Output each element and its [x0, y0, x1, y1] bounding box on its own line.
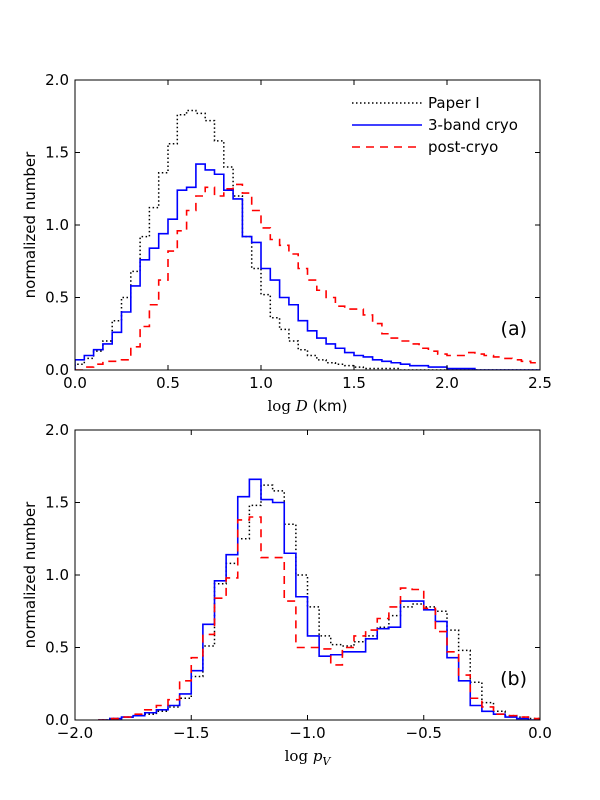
- panel-a: 0.0 0.5 1.0 1.5 2.0 2.5 0.0 0.5 1.0 1.5 2.0 normali…: [21, 71, 552, 415]
- x-axis-label-sub: V: [322, 755, 331, 768]
- x-tick-label: −0.5: [406, 724, 442, 742]
- x-tick-label: −1.5: [173, 724, 209, 742]
- x-tick-label: 1.0: [249, 374, 273, 392]
- y-tick-label: 1.5: [45, 144, 69, 162]
- legend-label: Paper I: [428, 94, 480, 112]
- y-tick-label: 0.0: [45, 711, 69, 729]
- panel-b: −2.0 −1.5 −1.0 −0.5 0.0 0.0 0.5 1.0 1.5 2.0 normal…: [21, 421, 552, 768]
- series-group: [98, 478, 540, 720]
- x-axis-label-var: p: [313, 747, 323, 765]
- x-tick-label: −2.0: [57, 724, 93, 742]
- legend: Paper I 3-band cryo post-cryo: [352, 94, 518, 156]
- x-tick-label: 0.0: [528, 724, 552, 742]
- y-tick-label: 1.0: [45, 216, 69, 234]
- y-axis-label: normalized number: [21, 151, 39, 298]
- y-tick-label: 0.5: [45, 639, 69, 657]
- x-tick-label: 0.0: [63, 374, 87, 392]
- x-axis-label: log D (km): [267, 397, 347, 415]
- x-tick-label: 1.5: [342, 374, 366, 392]
- x-tick-label: 2.0: [435, 374, 459, 392]
- y-tick-label: 0.0: [45, 361, 69, 379]
- x-tick-label: −1.0: [289, 724, 325, 742]
- legend-label: post-cryo: [428, 138, 498, 156]
- series-line-post-cryo: [98, 516, 540, 720]
- x-axis-label-var: D: [295, 397, 308, 415]
- x-axis-label-prefix: log: [285, 747, 313, 765]
- panel-label: (a): [501, 318, 527, 340]
- series-line-post-cryo: [75, 183, 540, 370]
- panel-label: (b): [500, 668, 527, 690]
- y-tick-label: 1.0: [45, 566, 69, 584]
- series-line-paper-i: [98, 484, 540, 720]
- y-tick-label: 0.5: [45, 289, 69, 307]
- x-tick-label: 0.5: [156, 374, 180, 392]
- series-line-3-band-cryo: [75, 163, 540, 370]
- y-axis-label: normalized number: [21, 501, 39, 648]
- y-tick-label: 2.0: [45, 421, 69, 439]
- series-line-3-band-cryo: [98, 478, 540, 720]
- x-axis-label: log pV: [285, 747, 332, 768]
- x-tick-label: 2.5: [528, 374, 552, 392]
- x-axis-label-unit: (km): [308, 397, 348, 415]
- series-group: [75, 109, 540, 370]
- y-tick-label: 1.5: [45, 494, 69, 512]
- x-axis-label-prefix: log: [267, 397, 295, 415]
- legend-label: 3-band cryo: [428, 116, 518, 134]
- y-tick-label: 2.0: [45, 71, 69, 89]
